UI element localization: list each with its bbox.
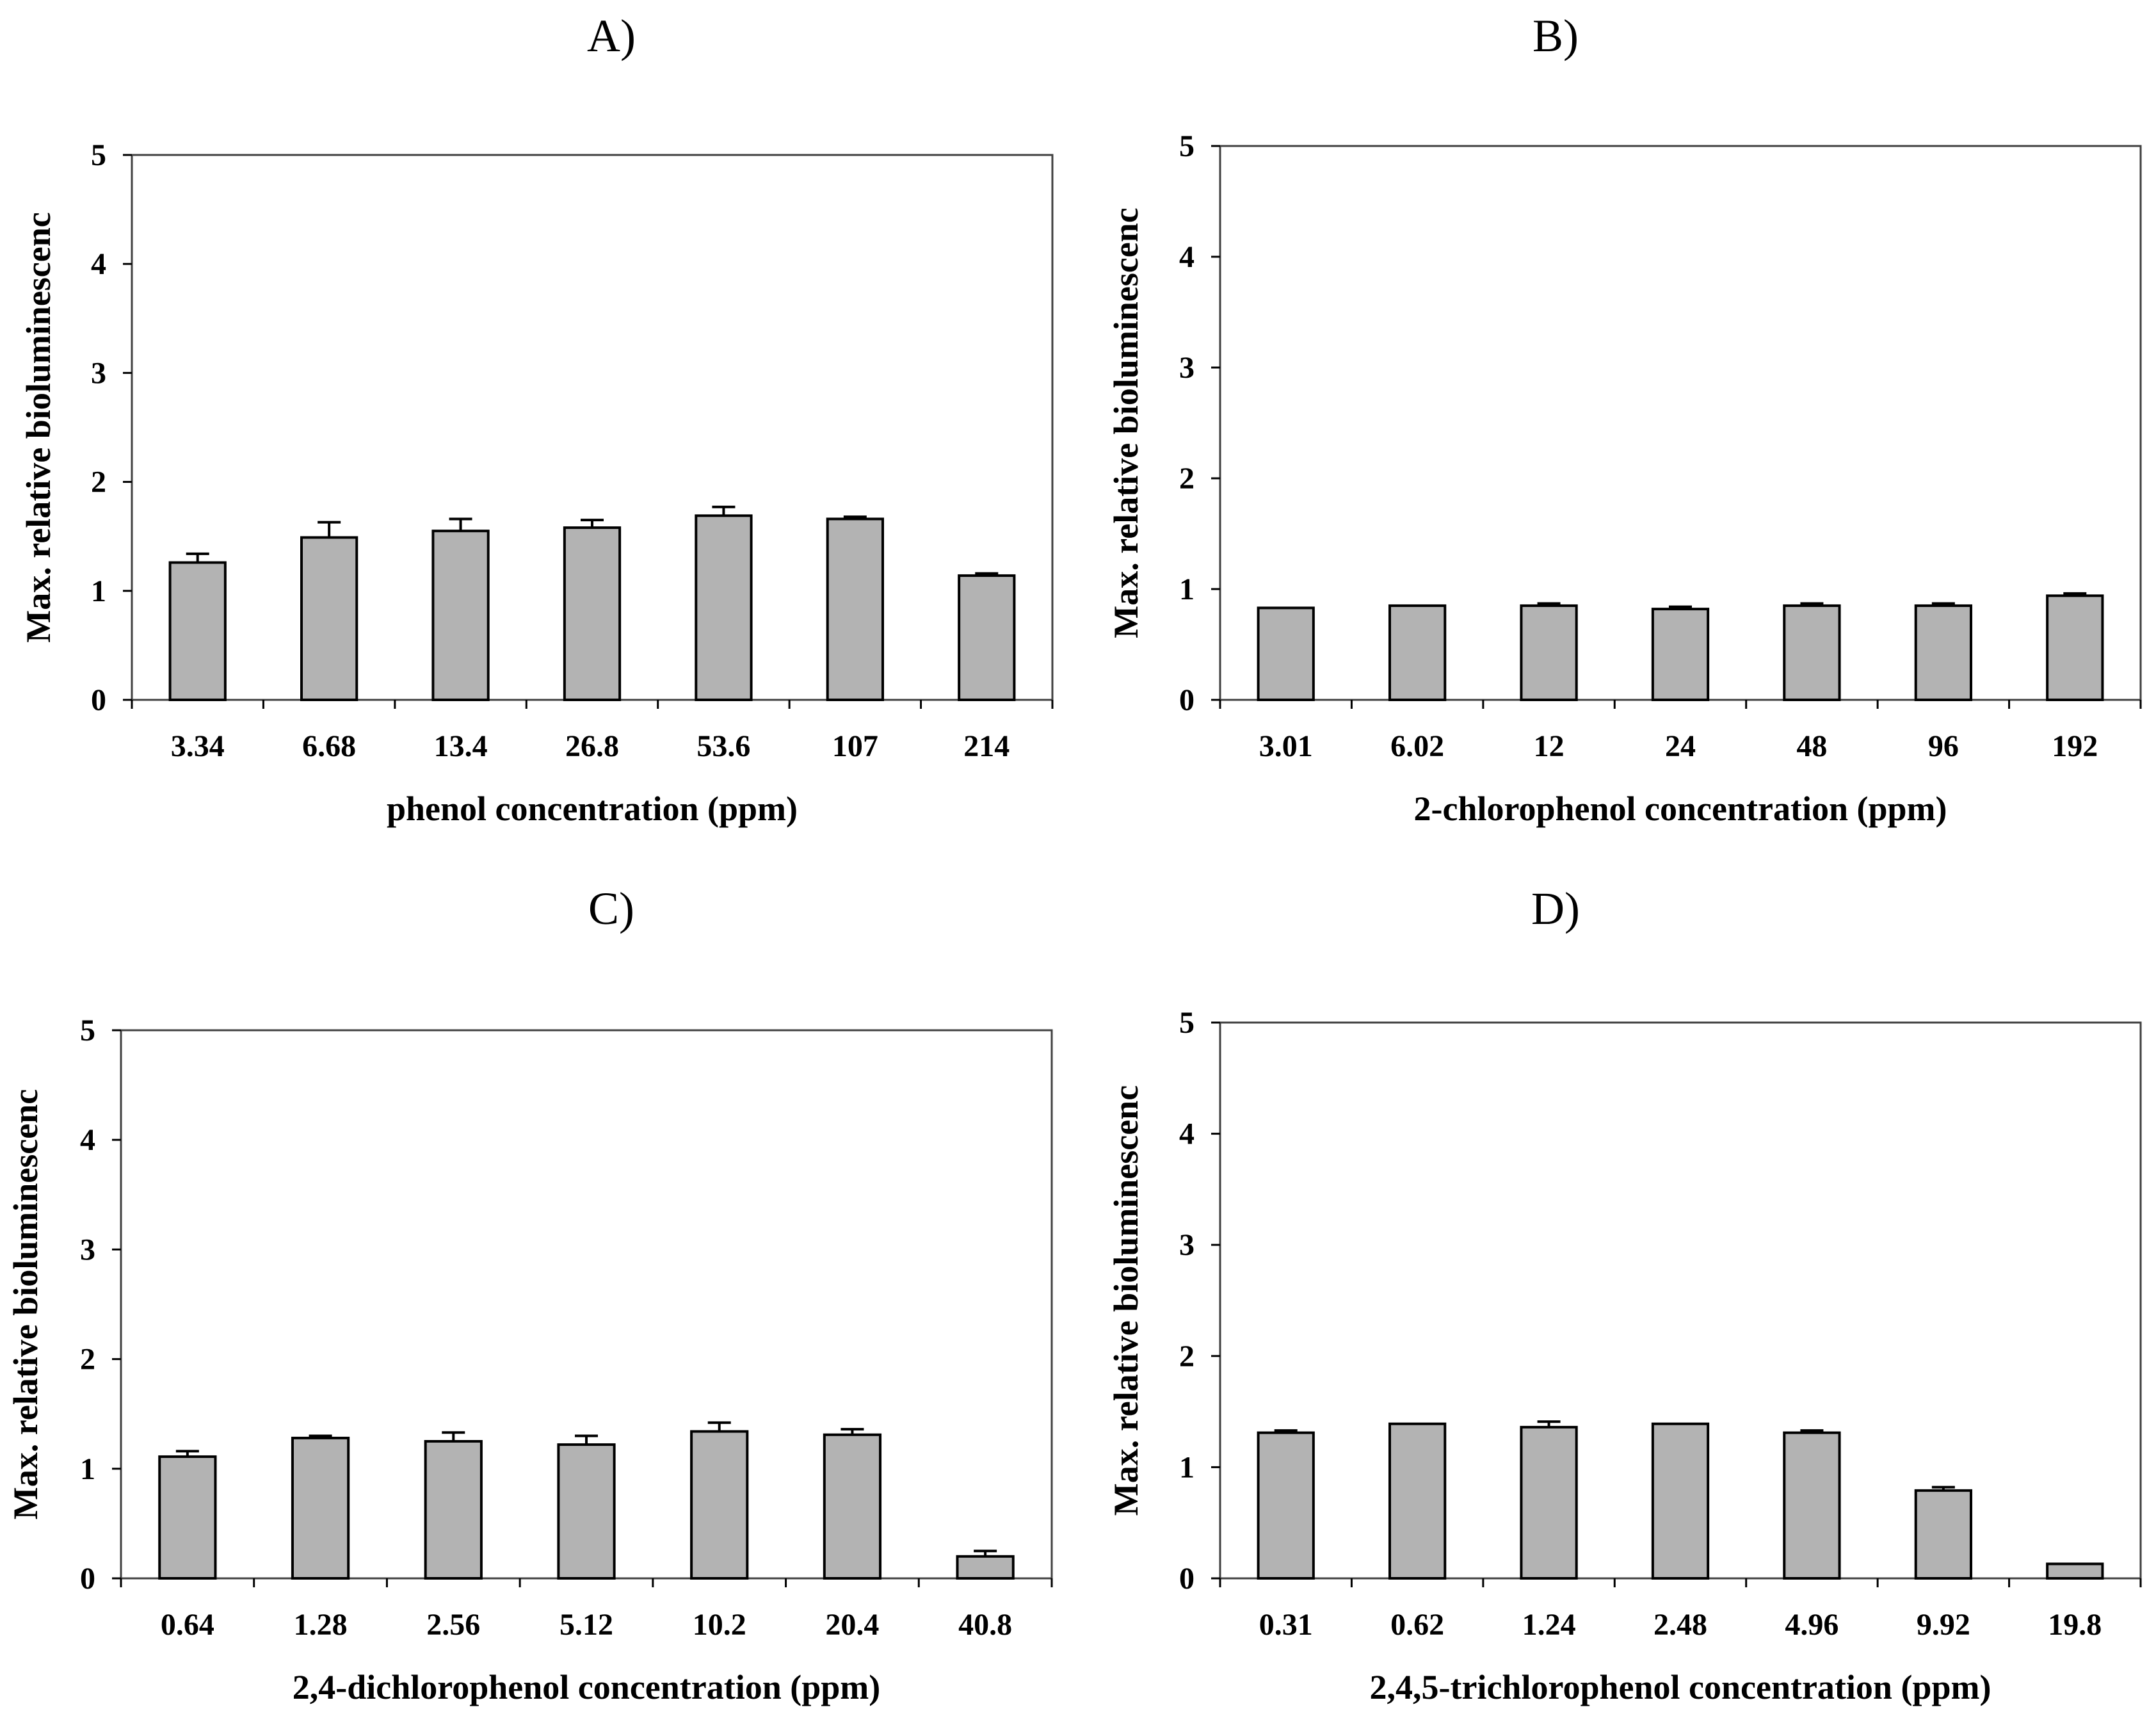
x-axis-label: phenol concentration (ppm) bbox=[387, 789, 798, 828]
bar bbox=[695, 514, 753, 701]
y-tick-label: 0 bbox=[1179, 1562, 1195, 1596]
bar bbox=[300, 536, 358, 701]
bar bbox=[1388, 604, 1447, 702]
x-tick-label: 9.92 bbox=[1917, 1608, 1970, 1642]
bar bbox=[1914, 604, 1972, 702]
y-tick-label: 0 bbox=[91, 683, 106, 717]
y-tick-label: 3 bbox=[1179, 351, 1195, 385]
y-tick-label: 2 bbox=[91, 465, 106, 499]
x-tick-label: 1.28 bbox=[294, 1608, 348, 1642]
y-tick-label: 2 bbox=[80, 1343, 95, 1377]
bar bbox=[158, 1455, 217, 1580]
bar bbox=[823, 1433, 882, 1580]
x-tick-label: 53.6 bbox=[696, 729, 750, 763]
x-tick-label: 3.01 bbox=[1259, 729, 1313, 763]
x-tick-label: 1.24 bbox=[1522, 1608, 1576, 1642]
bar bbox=[424, 1440, 483, 1580]
bar bbox=[2046, 1562, 2104, 1580]
x-tick-label: 6.68 bbox=[302, 729, 356, 763]
bar bbox=[1257, 606, 1315, 701]
y-tick-label: 3 bbox=[91, 356, 106, 390]
y-axis-label: Max. relative bioluminescenc bbox=[1107, 207, 1145, 638]
y-tick-label: 5 bbox=[1179, 1006, 1195, 1040]
x-tick-label: 13.4 bbox=[434, 729, 488, 763]
x-tick-label: 5.12 bbox=[559, 1608, 613, 1642]
x-tick-label: 24 bbox=[1665, 729, 1696, 763]
y-tick-label: 4 bbox=[1179, 240, 1195, 274]
bar bbox=[563, 526, 622, 701]
y-axis-label: Max. relative bioluminescenc bbox=[6, 1089, 45, 1519]
y-tick-label: 4 bbox=[91, 247, 106, 281]
y-tick-label: 2 bbox=[1179, 1340, 1195, 1373]
y-axis-label: Max. relative bioluminescenc bbox=[19, 212, 58, 642]
bar bbox=[1388, 1422, 1447, 1580]
x-tick-label: 12 bbox=[1534, 729, 1565, 763]
x-tick-label: 48 bbox=[1796, 729, 1827, 763]
x-tick-label: 2.56 bbox=[426, 1608, 480, 1642]
bar bbox=[1520, 604, 1578, 702]
chart-panel-a: A) 0 1 2 3 4 5 3.34 6.68 13.4 26.8 53.6 107 214 phenol… bbox=[19, 10, 1054, 828]
bar bbox=[826, 517, 884, 702]
x-tick-label: 4.96 bbox=[1785, 1608, 1838, 1642]
y-tick-label: 1 bbox=[1179, 572, 1195, 606]
x-tick-label: 26.8 bbox=[565, 729, 619, 763]
x-tick-label: 0.31 bbox=[1259, 1608, 1313, 1642]
panel-label: C) bbox=[588, 883, 634, 934]
bar bbox=[1520, 1425, 1578, 1580]
y-tick-label: 5 bbox=[91, 138, 106, 172]
x-tick-label: 2.48 bbox=[1653, 1608, 1707, 1642]
bar bbox=[431, 530, 490, 701]
bar bbox=[557, 1443, 616, 1580]
bar bbox=[1783, 1431, 1841, 1580]
y-tick-label: 2 bbox=[1179, 462, 1195, 496]
x-tick-label: 0.64 bbox=[161, 1608, 214, 1642]
y-tick-label: 4 bbox=[1179, 1117, 1195, 1151]
bar bbox=[291, 1436, 350, 1580]
panel-label: D) bbox=[1531, 883, 1580, 934]
bar bbox=[1651, 1422, 1710, 1580]
bar bbox=[690, 1430, 749, 1580]
x-axis-label: 2-chlorophenol concentration (ppm) bbox=[1414, 789, 1947, 828]
y-tick-label: 4 bbox=[80, 1123, 95, 1157]
y-tick-label: 0 bbox=[80, 1562, 95, 1596]
x-tick-label: 20.4 bbox=[825, 1608, 879, 1642]
bar bbox=[1257, 1431, 1315, 1580]
chart-panel-c: C) 0 1 2 3 4 5 0.64 1.28 2.56 5.12 10.2 20.4 40.8 2,4-… bbox=[6, 883, 1053, 1706]
bar bbox=[1914, 1489, 1972, 1580]
x-tick-label: 40.8 bbox=[958, 1608, 1012, 1642]
x-tick-label: 107 bbox=[832, 729, 878, 763]
bar bbox=[1783, 604, 1841, 702]
x-tick-label: 96 bbox=[1928, 729, 1959, 763]
bar bbox=[956, 1555, 1015, 1580]
y-tick-label: 5 bbox=[1179, 129, 1195, 163]
x-tick-label: 6.02 bbox=[1390, 729, 1444, 763]
x-tick-label: 192 bbox=[2052, 729, 2098, 763]
chart-panel-d: D) 0 1 2 3 4 5 0.31 0.62 1.24 2.48 4.96 9.92 19.8 2,4,… bbox=[1107, 883, 2142, 1706]
y-tick-label: 1 bbox=[91, 574, 106, 608]
x-tick-label: 3.34 bbox=[171, 729, 225, 763]
x-axis-label: 2,4,5-trichlorophenol concentration (ppm… bbox=[1370, 1668, 1991, 1706]
y-tick-label: 3 bbox=[80, 1233, 95, 1267]
panel-label: A) bbox=[587, 10, 636, 61]
bar bbox=[1651, 608, 1710, 702]
x-tick-label: 19.8 bbox=[2048, 1608, 2102, 1642]
x-tick-label: 10.2 bbox=[693, 1608, 746, 1642]
bar bbox=[2046, 594, 2104, 701]
panel-label: B) bbox=[1533, 10, 1579, 61]
x-tick-label: 0.62 bbox=[1390, 1608, 1444, 1642]
y-tick-label: 1 bbox=[80, 1452, 95, 1486]
y-tick-label: 5 bbox=[80, 1014, 95, 1048]
bar bbox=[958, 574, 1016, 701]
y-tick-label: 1 bbox=[1179, 1450, 1195, 1484]
bar bbox=[168, 561, 227, 701]
x-tick-label: 214 bbox=[963, 729, 1010, 763]
y-axis-label: Max. relative bioluminescenc bbox=[1107, 1085, 1145, 1516]
y-tick-label: 3 bbox=[1179, 1228, 1195, 1262]
y-tick-label: 0 bbox=[1179, 683, 1195, 717]
x-axis-label: 2,4-dichlorophenol concentration (ppm) bbox=[293, 1668, 881, 1706]
